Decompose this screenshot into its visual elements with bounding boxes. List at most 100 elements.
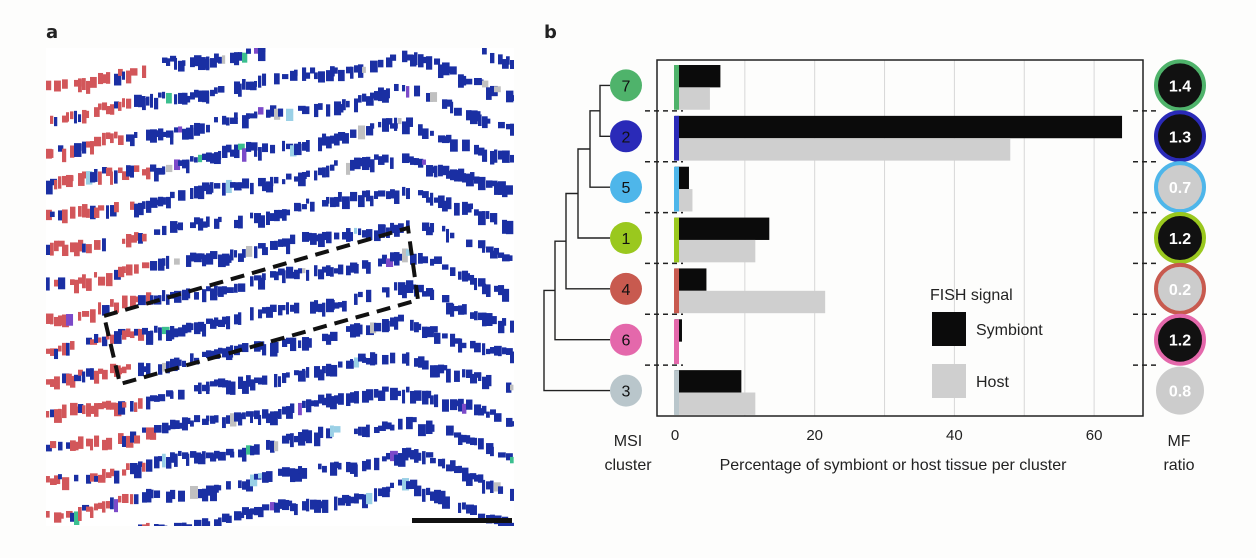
msi-pixel [306,232,312,241]
msi-pixel [386,452,394,460]
msi-pixel [462,434,467,443]
msi-pixel [130,331,135,339]
msi-pixel [166,92,172,104]
msi-pixel [198,154,203,163]
msi-pixel [166,491,173,503]
msi-pixel [454,170,462,182]
msi-pixel [62,404,67,419]
msi-pixel [362,460,367,472]
mf-ratio-circles: 1.4 1.3 0.7 1.2 0.2 1.2 0.8 [1154,59,1206,415]
msi-pixel [246,113,250,119]
msi-pixel [270,411,278,426]
msi-pixel [126,70,132,84]
msi-pixel [274,176,279,184]
msi-pixel [330,364,338,377]
msi-pixel [282,499,290,511]
msi-pixel [450,101,454,114]
msi-pixel [194,253,202,263]
mf-circle [1156,366,1204,415]
msi-pixel [258,215,265,228]
msi-pixel [410,157,417,165]
msi-pixel [470,505,477,516]
msi-pixel [470,203,474,210]
msi-pixel [422,451,426,465]
msi-pixel [86,337,92,345]
msi-pixel [398,418,403,430]
msi-pixel [74,511,80,526]
msi-pixel [378,224,385,238]
msi-pixel [362,357,367,363]
msi-pixel [234,112,238,120]
msi-pixel [446,134,452,143]
msi-pixel [474,342,481,353]
msi-pixel [374,230,381,242]
msi-pixel [426,326,434,338]
msi-pixel [390,352,396,364]
msi-pixel [90,473,98,482]
msi-pixel [326,196,330,204]
msi-pixel [130,235,137,243]
msi-pixel [122,266,126,274]
msi-pixel [150,330,154,344]
msi-pixel [150,395,158,402]
msi-pixel [438,64,444,79]
msi-pixel [482,80,489,88]
msi-pixel [238,83,242,97]
msi-pixel [234,52,240,66]
msi-pixel [338,462,342,470]
msi-pixel [354,293,358,305]
msi-pixel [434,489,441,504]
msi-pixel [270,176,274,187]
msi-pixel [506,348,513,355]
msi-pixel [294,176,301,182]
msi-pixel [470,312,477,319]
msi-pixel [306,198,310,204]
msi-pixel [222,348,227,358]
msi-pixel [398,253,404,261]
msi-pixel [250,508,257,515]
msi-pixel [110,299,114,307]
msi-pixel [510,154,514,163]
msi-pixel [46,411,50,418]
msi-pixel [54,376,60,390]
msi-pixel [406,86,410,98]
mf-circle [1154,161,1206,214]
msi-pixel [258,414,262,425]
legend-title: FISH signal [930,287,1013,304]
msi-pixel [66,510,73,518]
msi-pixel [338,131,346,141]
msi-pixel [442,264,449,270]
msi-pixel [134,232,139,241]
cluster-label-3: 3 [622,384,631,401]
plot-border [656,59,1144,417]
msi-pixel [410,390,417,404]
msi-pixel [346,265,351,276]
msi-pixel [358,64,364,78]
msi-pixel [502,288,510,302]
msi-pixel [278,499,286,509]
msi-pixel [342,494,350,504]
msi-pixel [274,502,280,513]
msi-pixel [302,142,307,151]
cluster-color-strip-6 [674,319,679,365]
msi-pixel [426,487,431,496]
msi-pixel [298,432,306,446]
msi-pixel [498,486,504,494]
msi-pixel [314,300,319,312]
msi-pixel [226,415,232,424]
msi-pixel [354,323,361,337]
msi-pixel [474,144,479,155]
msi-pixel [90,141,94,155]
msi-pixel [494,482,501,492]
msi-pixel [134,494,139,505]
msi-pixel [202,90,210,103]
msi-pixel [122,493,129,504]
msi-pixel [270,342,278,357]
msi-pixel [414,158,420,166]
panel-label-b: b [544,22,557,43]
msi-pixel [238,376,244,389]
msi-pixel [278,408,282,419]
msi-pixel [106,105,113,115]
msi-pixel [398,479,406,486]
